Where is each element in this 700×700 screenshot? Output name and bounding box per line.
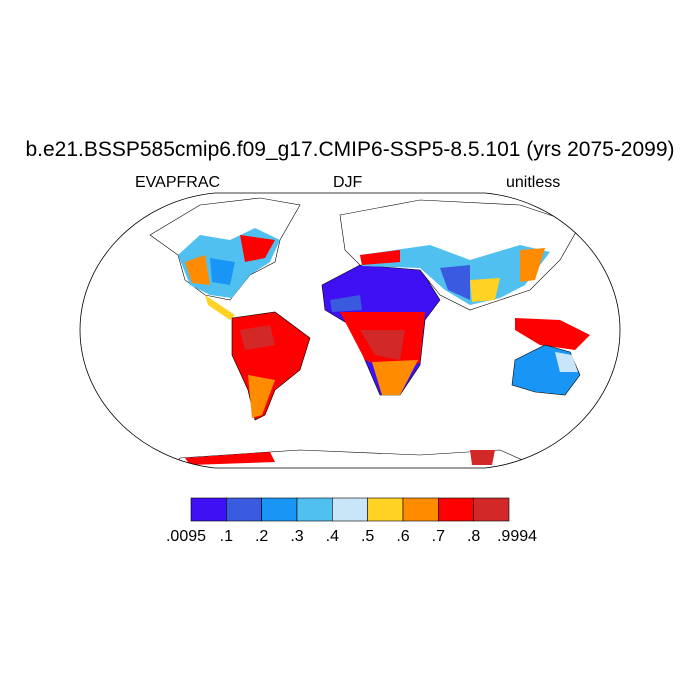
colorbar-box: [332, 497, 368, 522]
colorbar-label: .7: [432, 528, 445, 545]
indonesia-field: [515, 318, 590, 350]
right-string: unitless: [506, 174, 561, 191]
center-string: DJF: [333, 174, 363, 191]
central-america-field: [205, 295, 235, 320]
colorbar-box: [296, 497, 333, 522]
colorbar-box: [367, 497, 404, 522]
south-america-south-field: [248, 375, 275, 418]
africa-west-field: [330, 295, 362, 312]
central-asia-field: [440, 265, 470, 300]
east-asia-field: [520, 248, 545, 282]
north-america-east-field: [240, 235, 275, 262]
colorbar-box: [473, 497, 510, 522]
south-asia-field: [470, 278, 500, 302]
colorbar-label: .2: [255, 528, 268, 545]
north-america-central-field: [210, 258, 235, 285]
mediterranean-field: [360, 250, 400, 265]
north-america-west-field: [185, 255, 210, 285]
plot-title: b.e21.BSSP585cmip6.f09_g17.CMIP6-SSP5-8.…: [25, 138, 675, 161]
antarctica-east-field: [470, 450, 495, 465]
colorbar-box: [226, 497, 262, 522]
australia-east-field: [555, 352, 578, 372]
antarctic-peninsula-field: [185, 452, 275, 465]
south-america-north-field: [240, 325, 275, 350]
colorbar-box: [261, 497, 298, 522]
africa-south-field: [372, 360, 418, 395]
colorbar-label: .9994: [497, 528, 537, 545]
map-border: [79, 192, 621, 469]
colorbar-label: .1: [220, 528, 233, 545]
colorbar-label: .8: [467, 528, 480, 545]
colorbar-label: .5: [361, 528, 374, 545]
colorbar-label: .0095: [166, 528, 206, 545]
left-string: EVAPFRAC: [135, 174, 221, 191]
colorbar-label: .4: [326, 528, 339, 545]
colorbar-box: [190, 497, 227, 522]
colorbar-label: .3: [290, 528, 303, 545]
africa-core-field: [360, 330, 405, 360]
colorbar-box: [438, 497, 474, 522]
colorbar-box: [402, 497, 439, 522]
colorbar-label: .6: [396, 528, 409, 545]
